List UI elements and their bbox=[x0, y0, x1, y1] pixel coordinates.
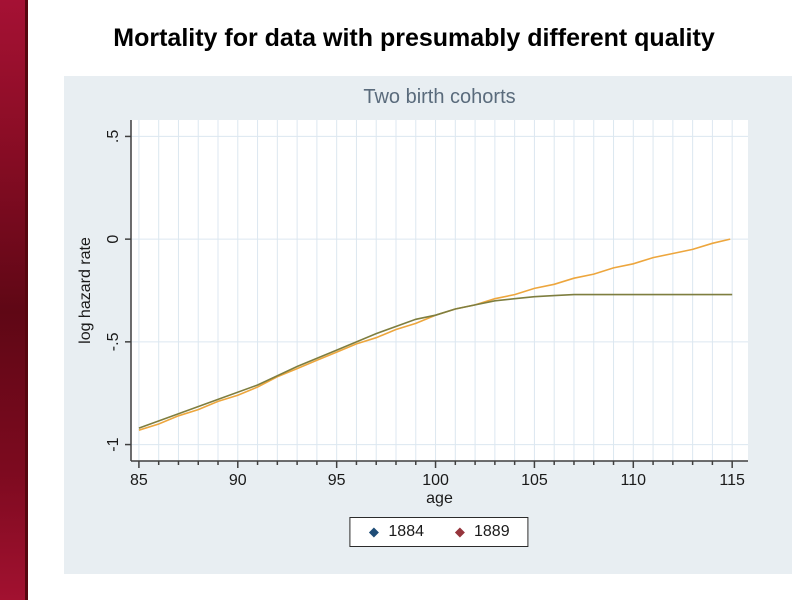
slide-title: Mortality for data with presumably diffe… bbox=[113, 24, 715, 52]
legend-label-1889: 1889 bbox=[474, 523, 510, 540]
x-tick-label: 100 bbox=[422, 472, 449, 489]
x-tick-label: 115 bbox=[719, 472, 745, 489]
chart-panel: 85 90 95 100 105 110 115 .5 0 -.5 -1 age log hazard … bbox=[64, 76, 792, 574]
x-tick-label: 105 bbox=[521, 472, 548, 489]
legend-item-1884: 1884 bbox=[368, 523, 424, 541]
y-tick-label: .5 bbox=[105, 130, 122, 143]
y-axis-title: log hazard rate bbox=[77, 237, 94, 344]
smooth-line-smooth-olive bbox=[138, 293, 733, 429]
legend-label-1884: 1884 bbox=[388, 523, 424, 540]
x-tick-label: 110 bbox=[621, 472, 647, 489]
left-accent-bar bbox=[0, 0, 28, 600]
plot-area bbox=[131, 120, 748, 461]
legend: 1884 1889 bbox=[349, 517, 529, 547]
legend-item-1889: 1889 bbox=[454, 523, 510, 541]
y-tick-label: -1 bbox=[105, 437, 122, 451]
y-tick-label: 0 bbox=[105, 235, 122, 244]
diamond-marker-1889 bbox=[454, 527, 465, 537]
diamond-marker-1884 bbox=[368, 527, 379, 537]
x-tick-label: 95 bbox=[328, 472, 346, 489]
x-tick-label: 90 bbox=[229, 472, 247, 489]
x-tick-label: 85 bbox=[130, 472, 148, 489]
chart-title: Two birth cohorts bbox=[363, 86, 516, 108]
x-axis-title: age bbox=[426, 490, 453, 507]
scatter-plot: 85 90 95 100 105 110 115 .5 0 -.5 -1 age log hazard … bbox=[77, 76, 748, 507]
y-tick-label: -.5 bbox=[105, 332, 122, 351]
